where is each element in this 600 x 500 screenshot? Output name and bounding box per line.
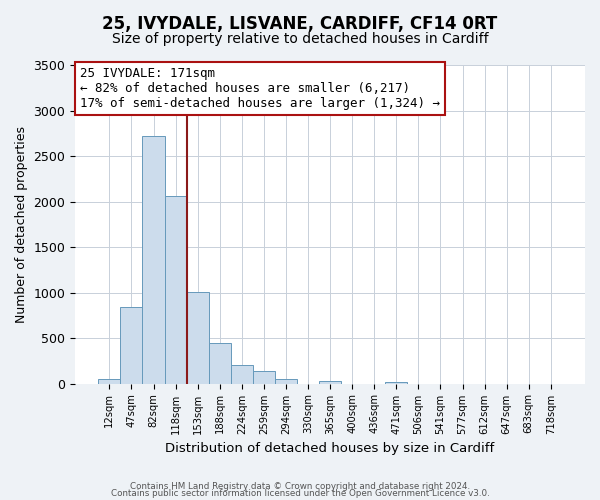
Bar <box>142 136 164 384</box>
Text: Contains public sector information licensed under the Open Government Licence v3: Contains public sector information licen… <box>110 490 490 498</box>
Bar <box>275 378 297 384</box>
Text: Contains HM Land Registry data © Crown copyright and database right 2024.: Contains HM Land Registry data © Crown c… <box>130 482 470 491</box>
Y-axis label: Number of detached properties: Number of detached properties <box>15 126 28 323</box>
Text: 25, IVYDALE, LISVANE, CARDIFF, CF14 0RT: 25, IVYDALE, LISVANE, CARDIFF, CF14 0RT <box>103 15 497 33</box>
Bar <box>187 292 209 384</box>
Bar <box>164 196 187 384</box>
Bar <box>209 342 231 384</box>
Bar <box>121 307 142 384</box>
Bar <box>98 379 121 384</box>
X-axis label: Distribution of detached houses by size in Cardiff: Distribution of detached houses by size … <box>166 442 495 455</box>
Text: 25 IVYDALE: 171sqm
← 82% of detached houses are smaller (6,217)
17% of semi-deta: 25 IVYDALE: 171sqm ← 82% of detached hou… <box>80 66 440 110</box>
Bar <box>385 382 407 384</box>
Text: Size of property relative to detached houses in Cardiff: Size of property relative to detached ho… <box>112 32 488 46</box>
Bar <box>319 381 341 384</box>
Bar <box>253 371 275 384</box>
Bar <box>231 365 253 384</box>
